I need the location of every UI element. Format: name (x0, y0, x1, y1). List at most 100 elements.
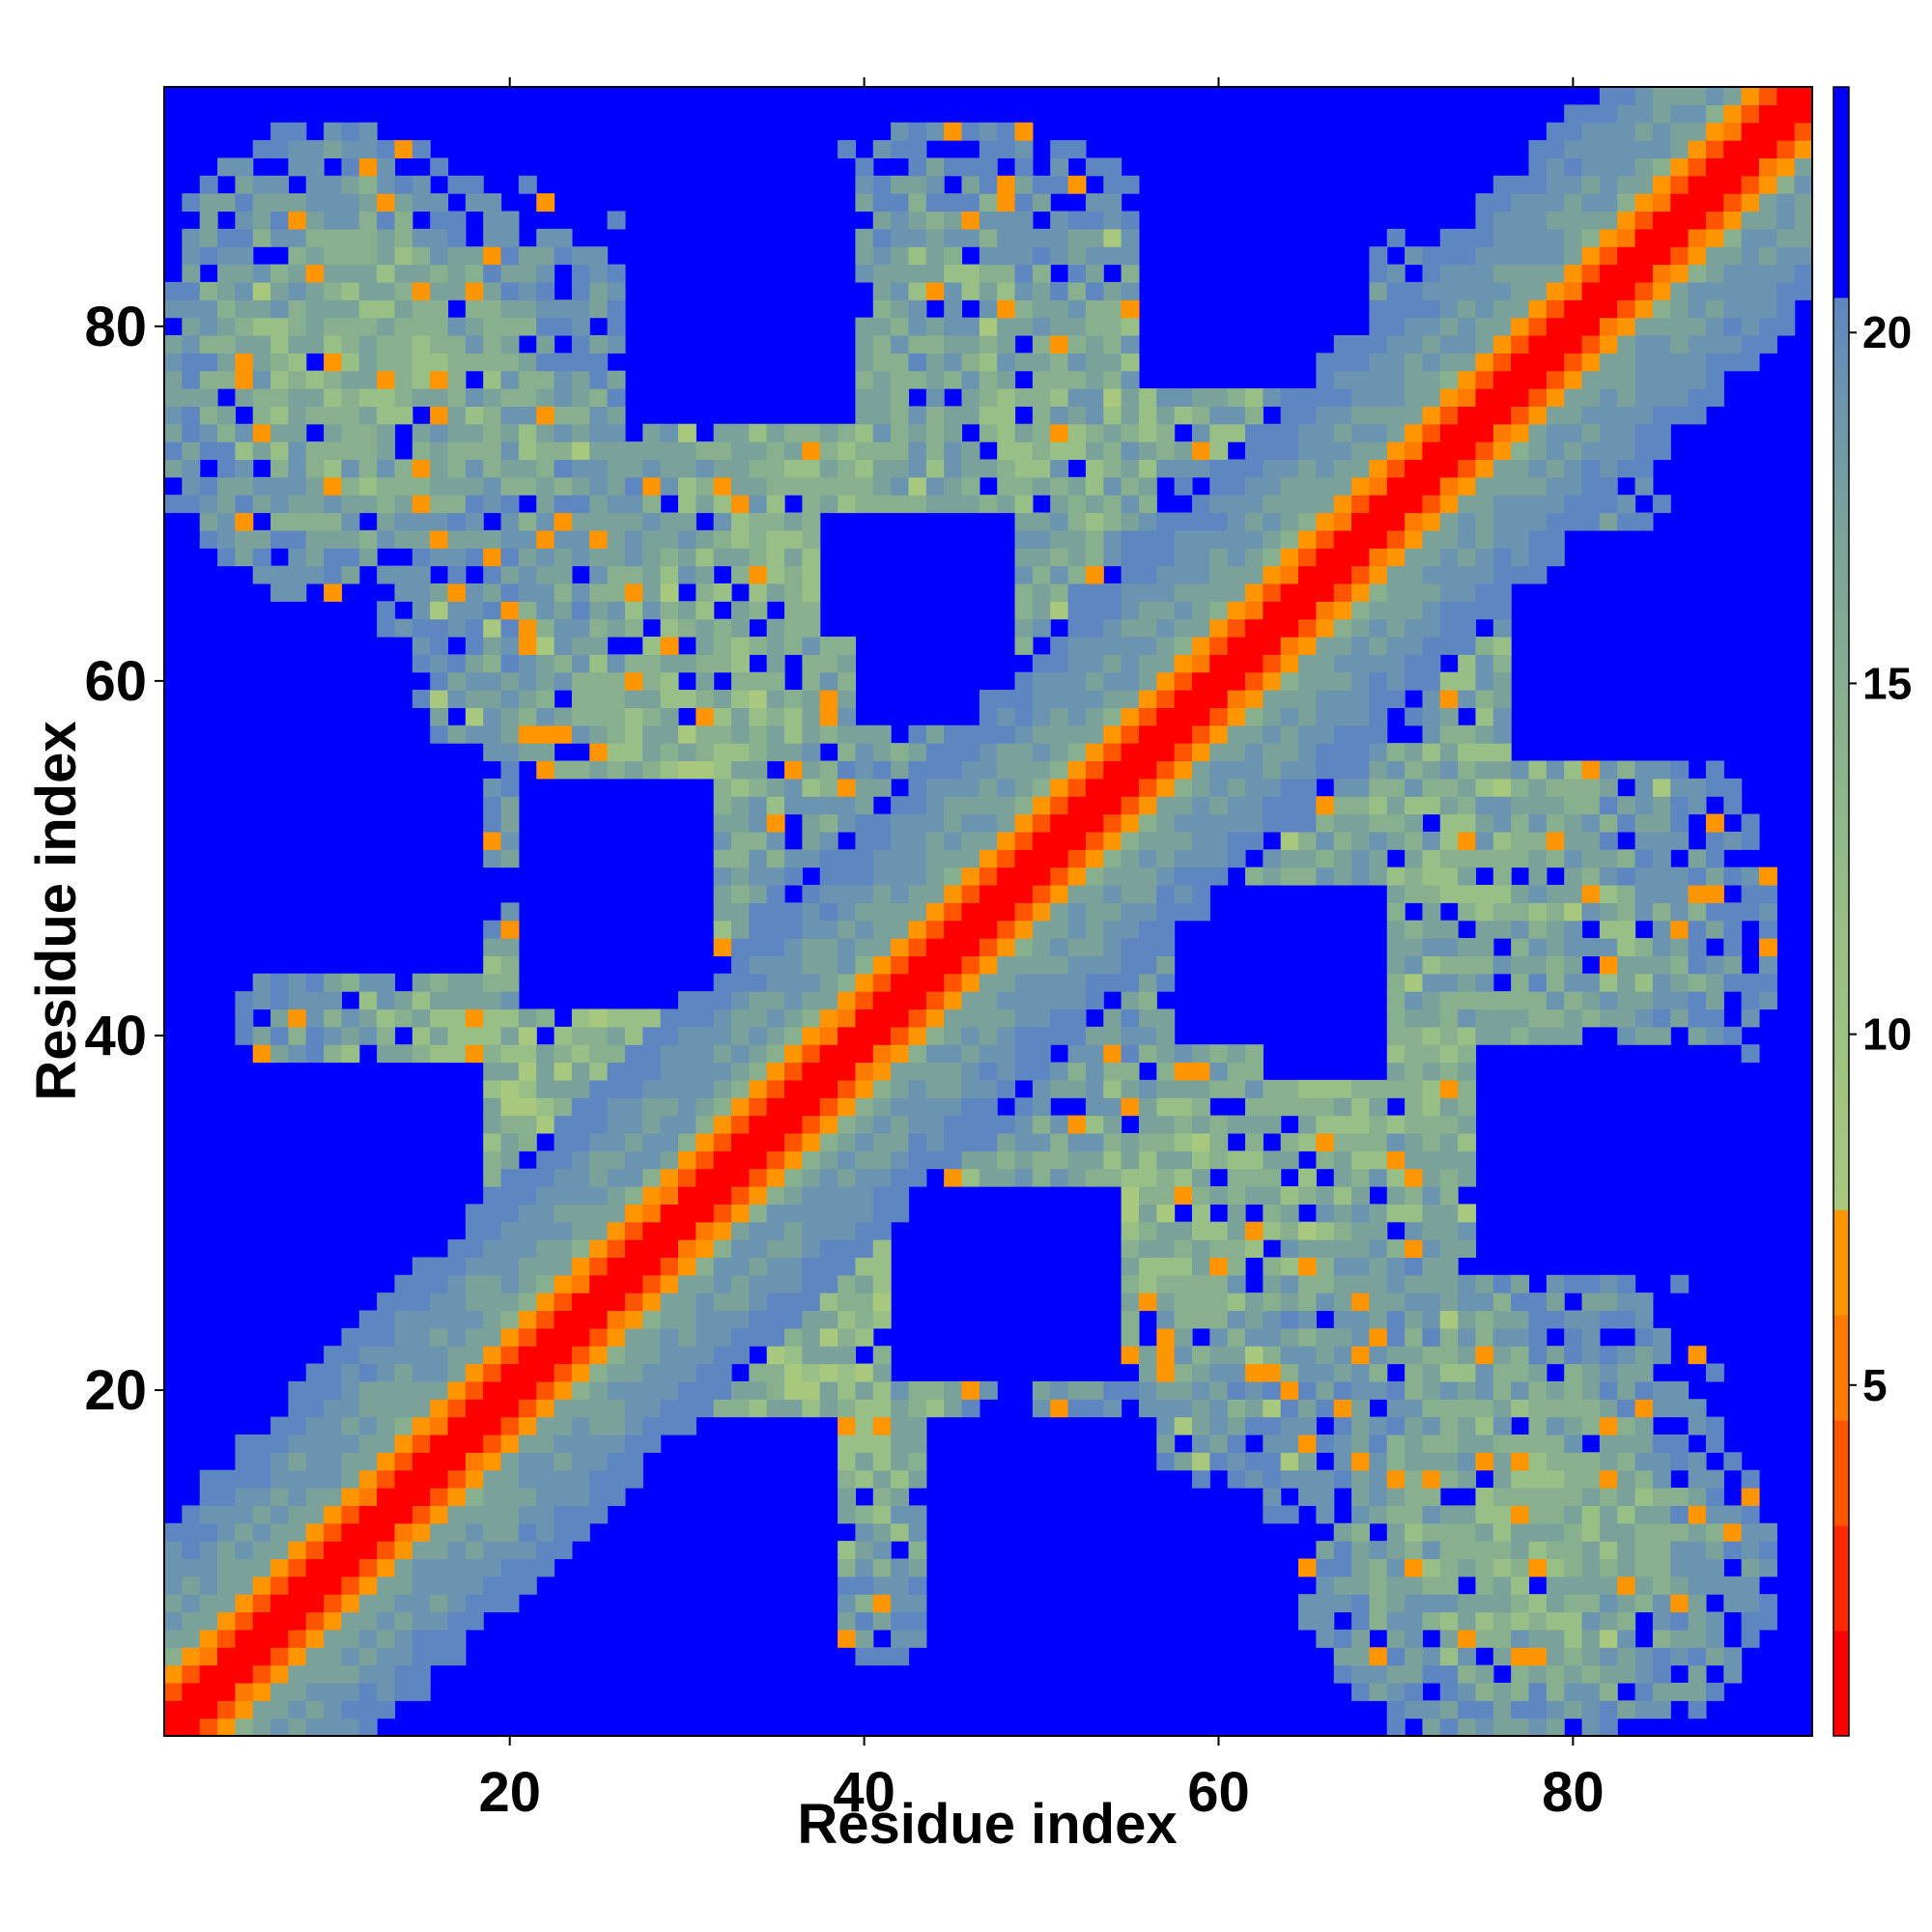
heatmap-cell (1014, 831, 1034, 850)
heatmap-cell (1475, 1452, 1494, 1471)
heatmap-cell (1458, 813, 1477, 833)
heatmap-cell (1492, 902, 1512, 922)
heatmap-cell (536, 1186, 555, 1205)
heatmap-cell (1050, 884, 1069, 903)
heatmap-cell (1405, 1594, 1424, 1613)
heatmap-cell (731, 476, 750, 496)
heatmap-cell (1422, 299, 1441, 319)
heatmap-cell (554, 228, 573, 247)
heatmap-cell (1298, 529, 1317, 549)
heatmap-cell (1316, 743, 1335, 762)
heatmap-cell (1634, 104, 1654, 124)
heatmap-cell (1405, 1274, 1424, 1293)
heatmap-cell (819, 902, 838, 922)
heatmap-cell (891, 813, 910, 833)
heatmap-cell (1546, 406, 1565, 425)
heatmap-cell (1085, 973, 1104, 992)
heatmap-cell (624, 1469, 643, 1489)
heatmap-cell (288, 122, 307, 141)
heatmap-cell (624, 1186, 643, 1205)
heatmap-cell (483, 1044, 502, 1064)
heatmap-cell (766, 831, 785, 850)
heatmap-cell (571, 334, 590, 354)
heatmap-cell (1386, 1682, 1406, 1701)
heatmap-cell (377, 1363, 396, 1382)
heatmap-cell (766, 1097, 785, 1117)
heatmap-cell (1758, 1541, 1777, 1560)
heatmap-cell (1014, 601, 1034, 620)
heatmap-cell (1439, 459, 1459, 478)
heatmap-cell (252, 1682, 271, 1701)
heatmap-cell (1546, 281, 1565, 300)
heatmap-cell (324, 991, 343, 1010)
heatmap-cell (1121, 637, 1140, 655)
heatmap-cell (377, 1327, 396, 1347)
heatmap-cell (1634, 1647, 1654, 1666)
heatmap-cell (1280, 1434, 1299, 1453)
heatmap-cell (1174, 1310, 1193, 1329)
heatmap-cell (305, 1416, 325, 1435)
heatmap-cell (660, 529, 679, 549)
heatmap-cell (855, 1541, 874, 1560)
heatmap-cell (838, 1293, 857, 1312)
heatmap-cell (802, 476, 821, 496)
heatmap-cell (908, 495, 927, 514)
heatmap-cell (1351, 1079, 1370, 1098)
heatmap-cell (1617, 1629, 1636, 1648)
heatmap-cell (891, 902, 910, 922)
heatmap-cell (1351, 1204, 1370, 1223)
heatmap-cell (1564, 867, 1583, 886)
heatmap-cell (908, 459, 927, 478)
heatmap-cell (1492, 1274, 1512, 1293)
heatmap-cell (1546, 1558, 1565, 1577)
heatmap-cell (1670, 1594, 1690, 1613)
heatmap-cell (731, 760, 750, 780)
heatmap-cell (944, 1079, 963, 1098)
heatmap-cell (235, 1594, 254, 1613)
heatmap-cell (1776, 264, 1796, 283)
heatmap-cell (1333, 1594, 1352, 1613)
heatmap-cell (483, 1488, 502, 1506)
heatmap-cell (1546, 778, 1565, 797)
heatmap-cell (1652, 1434, 1671, 1453)
heatmap-cell (1280, 1363, 1299, 1382)
heatmap-cell (1263, 1452, 1282, 1471)
heatmap-cell (1121, 281, 1140, 300)
heatmap-cell (731, 1132, 750, 1151)
heatmap-cell (465, 582, 484, 602)
heatmap-cell (589, 1434, 609, 1453)
heatmap-cell (199, 1594, 218, 1613)
heatmap-cell (1138, 582, 1157, 602)
heatmap-cell (1369, 476, 1388, 496)
heatmap-cell (447, 175, 467, 194)
heatmap-cell (217, 512, 236, 531)
heatmap-cell (713, 849, 732, 868)
heatmap-cell (607, 1363, 626, 1382)
heatmap-cell (235, 157, 254, 177)
heatmap-cell (465, 1434, 484, 1453)
heatmap-cell (731, 1115, 750, 1134)
heatmap-cell (571, 1469, 590, 1489)
heatmap-cell (802, 778, 821, 797)
heatmap-cell (1617, 1363, 1636, 1382)
heatmap-cell (838, 849, 857, 868)
heatmap-cell (1475, 760, 1494, 780)
heatmap-cell (696, 1062, 715, 1081)
heatmap-cell (1617, 459, 1636, 478)
heatmap-cell (1599, 1399, 1618, 1418)
heatmap-cell (1405, 441, 1424, 461)
heatmap-cell (1422, 991, 1441, 1010)
heatmap-cell (1121, 796, 1140, 815)
heatmap-cell (838, 1310, 857, 1329)
heatmap-cell (358, 1416, 378, 1435)
heatmap-cell (997, 317, 1016, 336)
heatmap-cell (1439, 724, 1459, 744)
heatmap-cell (447, 1274, 467, 1293)
heatmap-cell (1227, 707, 1246, 726)
heatmap-cell (607, 548, 626, 567)
heatmap-cell (1475, 973, 1494, 992)
heatmap-cell (1351, 813, 1370, 833)
heatmap-cell (891, 1380, 910, 1400)
heatmap-cell (1298, 406, 1317, 425)
heatmap-cell (1121, 299, 1140, 319)
